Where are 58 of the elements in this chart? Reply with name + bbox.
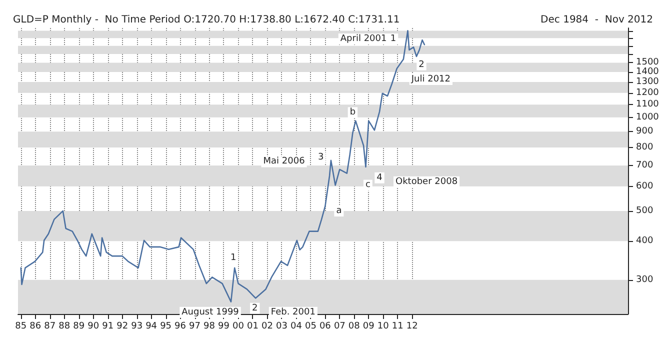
chart-title: GLD=P Monthly - No Time Period O:1720.70 H:1738.80 L:1672.40 C:1731.11 [13,14,400,26]
annotation: Juli 2012 [410,74,451,84]
y-tick-label: 600 [636,181,654,192]
chart-subtitle: Dec 1984 - Nov 2012 [540,14,654,26]
x-tick-label: 90 [88,322,100,332]
x-tick-label: 06 [319,322,332,332]
x-tick-label: 01 [247,322,258,332]
x-tick-label: 12 [406,322,418,332]
annotation: August 1999 [182,307,240,318]
x-tick-label: 88 [58,322,70,332]
x-tick-label: 89 [73,322,85,332]
annotation: 1 [230,252,236,263]
x-tick-label: 02 [261,322,273,332]
y-tick-label: 500 [636,206,654,216]
annotation: 2 [252,303,258,314]
y-tick-label: 800 [636,142,654,153]
y-tick-label: 1500 [636,58,660,68]
y-tick-label: 400 [636,236,654,246]
annotation: Oktober 2008 [396,176,458,187]
annotation: a [336,206,342,216]
x-tick-label: 96 [174,322,186,332]
annotation: Feb. 2001 [270,307,316,318]
x-tick-label: 95 [160,322,172,332]
x-tick-label: 86 [30,322,42,332]
x-tick-label: 94 [146,322,158,332]
annotation: 1 [390,34,396,44]
y-tick-label: 1400 [636,67,660,78]
x-tick-label: 05 [304,322,316,332]
x-tick-label: 03 [276,322,288,332]
x-tick-label: 07 [334,322,346,332]
x-tick-label: 04 [290,322,302,332]
annotation: April 2001 [340,34,387,44]
x-tick-label: 87 [44,322,56,332]
annotation: c [365,180,370,190]
x-tick-label: 10 [377,322,390,332]
x-tick-label: 09 [362,322,375,332]
x-tick-label: 08 [348,322,360,332]
x-tick-label: 99 [218,322,230,332]
x-tick-label: 92 [116,322,128,332]
y-tick-label: 1100 [636,100,660,110]
x-tick-label: 11 [392,322,404,332]
x-tick-label: 85 [15,322,27,332]
x-tick-label: 98 [204,322,216,332]
y-tick-label: 1200 [636,88,660,98]
x-tick-label: 97 [189,322,200,332]
y-tick-label: 700 [636,160,654,171]
x-tick-label: 93 [131,322,143,332]
annotation: b [350,108,356,118]
y-tick-label: 1000 [636,112,660,122]
annotation: 2 [418,60,424,70]
annotation: 3 [318,152,324,163]
annotation: Mai 2006 [263,156,306,167]
annotation: 4 [376,172,383,183]
y-tick-label: 900 [636,126,654,137]
x-tick-label: 91 [102,322,114,332]
y-tick-label: 1300 [636,77,660,88]
x-tick-label: 00 [232,322,244,332]
y-tick-label: 300 [636,274,654,285]
